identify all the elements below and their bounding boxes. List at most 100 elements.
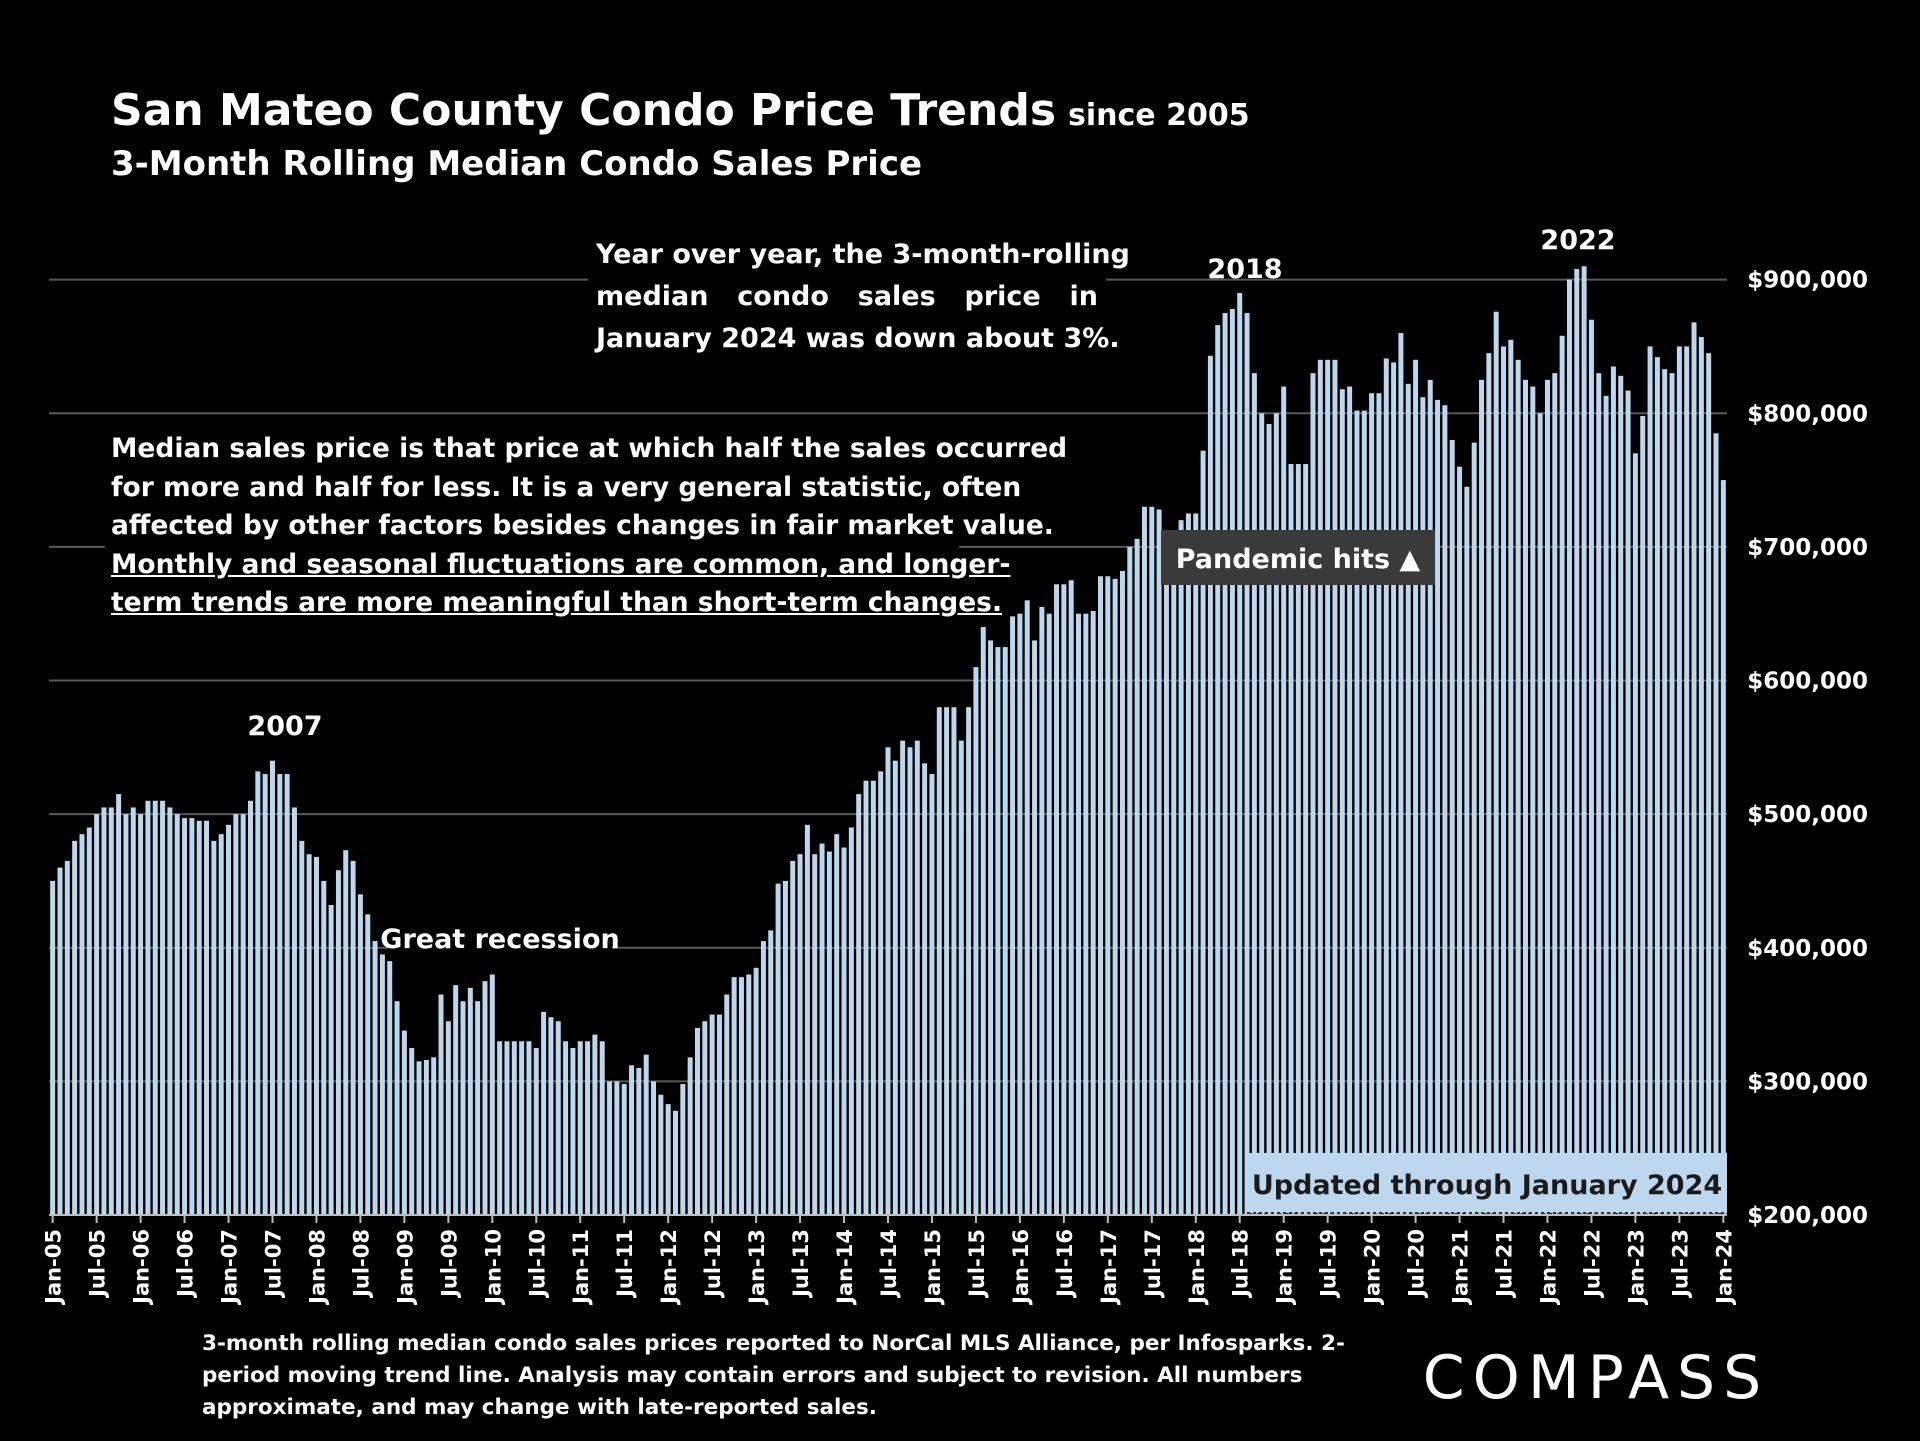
chart-title-line: San Mateo County Condo Price Trends since… <box>111 85 1250 136</box>
bar <box>182 818 188 1215</box>
note-line: approximate, and may change with late-re… <box>202 1395 877 1420</box>
bar <box>1361 410 1367 1215</box>
bar <box>504 1041 510 1215</box>
x-tick-label: Jul-05 <box>86 1229 110 1299</box>
bar <box>819 843 825 1215</box>
bar <box>643 1054 649 1215</box>
bar <box>189 818 195 1215</box>
bar <box>211 840 217 1215</box>
bar <box>1383 358 1389 1215</box>
x-tick-label: Jul-19 <box>1317 1229 1341 1299</box>
bar <box>621 1084 627 1215</box>
bar <box>1339 389 1345 1215</box>
bar <box>1310 373 1316 1216</box>
bar <box>511 1041 517 1215</box>
bar <box>306 854 312 1215</box>
x-tick-label: Jan-05 <box>42 1229 66 1306</box>
bar <box>467 987 473 1215</box>
bar <box>636 1068 642 1215</box>
chart-subtitle: 3-Month Rolling Median Condo Sales Price <box>111 144 922 184</box>
bar <box>1317 359 1323 1215</box>
bar <box>966 707 972 1215</box>
bar <box>343 850 349 1215</box>
x-tick-label: Jan-14 <box>833 1229 857 1306</box>
bar <box>1471 442 1477 1216</box>
bar <box>262 774 268 1215</box>
bar <box>1017 613 1023 1215</box>
bar <box>1581 266 1587 1215</box>
bar <box>900 740 906 1215</box>
bar <box>760 941 766 1215</box>
bar <box>1603 395 1609 1215</box>
annotation: Pandemic hits ▲ <box>1176 544 1421 575</box>
x-tick-label: Jan-11 <box>569 1229 593 1306</box>
bar <box>812 854 818 1215</box>
bar <box>834 834 840 1215</box>
bar <box>1647 346 1653 1215</box>
bar <box>936 707 942 1215</box>
bar <box>1295 464 1301 1216</box>
y-tick-label: $400,000 <box>1747 936 1868 962</box>
x-tick-label: Jul-10 <box>525 1229 549 1299</box>
bar <box>1076 613 1082 1215</box>
note-line: Median sales price is that price at whic… <box>111 433 1068 464</box>
bar <box>1332 359 1338 1215</box>
bar <box>1618 375 1624 1216</box>
label-bg <box>388 920 612 958</box>
bar <box>64 860 70 1215</box>
bar <box>1574 268 1580 1215</box>
bar <box>116 794 122 1215</box>
bar <box>1068 580 1074 1215</box>
bar <box>1207 355 1213 1215</box>
x-tick-label: Jul-14 <box>877 1229 901 1299</box>
bar <box>1200 450 1206 1215</box>
bar <box>1442 405 1448 1215</box>
bars <box>50 266 1726 1216</box>
bar <box>335 870 341 1215</box>
bar <box>1662 369 1668 1215</box>
updated-box <box>1247 1153 1727 1213</box>
bar <box>1698 337 1704 1215</box>
bar <box>951 707 957 1215</box>
bar <box>57 867 63 1215</box>
bar <box>738 977 744 1215</box>
bar <box>533 1047 539 1215</box>
bar <box>1413 359 1419 1215</box>
bar <box>746 974 752 1215</box>
bar <box>585 1041 591 1215</box>
bar <box>394 1001 400 1215</box>
bar <box>658 1094 664 1215</box>
bar <box>526 1041 532 1215</box>
x-tick-label: Jan-12 <box>657 1229 681 1306</box>
note-line: period moving trend line. Analysis may c… <box>202 1363 1303 1388</box>
y-tick-label: $900,000 <box>1747 268 1868 294</box>
bar <box>431 1057 437 1215</box>
bar <box>1046 613 1052 1215</box>
x-tick-label: Jan-16 <box>1009 1229 1033 1306</box>
x-tick-label: Jan-21 <box>1449 1229 1473 1306</box>
bar <box>313 856 319 1215</box>
bar <box>328 904 334 1215</box>
bar <box>497 1041 503 1215</box>
bar <box>1706 353 1712 1215</box>
bar <box>284 774 290 1215</box>
bar <box>1596 373 1602 1216</box>
bar <box>804 824 810 1215</box>
bar <box>1112 578 1118 1215</box>
bar <box>1676 346 1682 1215</box>
bar <box>782 880 788 1215</box>
bar <box>86 827 92 1215</box>
bar <box>152 800 158 1215</box>
bar <box>599 1041 605 1215</box>
bar <box>724 994 730 1215</box>
bar <box>716 1014 722 1215</box>
x-tick-label: Jan-20 <box>1361 1229 1385 1306</box>
note-line: January 2024 was down about 3%. <box>596 323 1120 354</box>
bar <box>702 1021 708 1215</box>
note-line: for more and half for less. It is a very… <box>111 471 1022 503</box>
bar <box>1625 390 1631 1215</box>
bar <box>1061 584 1067 1215</box>
bar <box>1566 279 1572 1215</box>
bar <box>907 747 913 1215</box>
bar <box>1105 576 1111 1215</box>
